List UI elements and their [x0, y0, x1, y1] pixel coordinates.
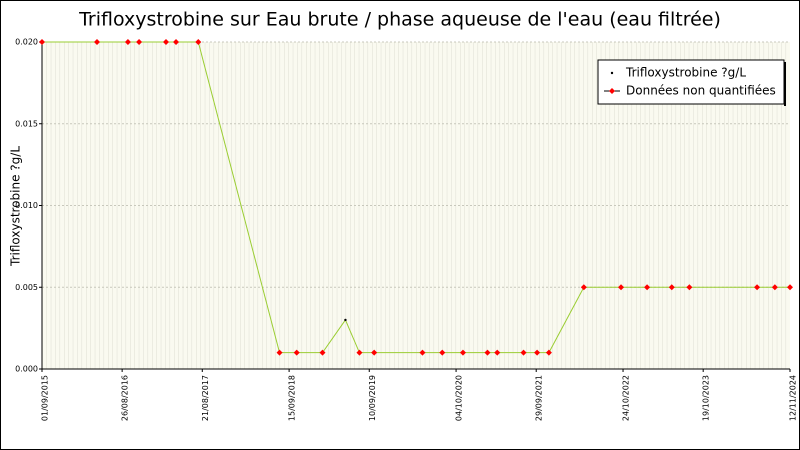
legend-symbol — [609, 88, 615, 94]
x-tick-label: 15/09/2018 — [288, 375, 297, 421]
x-tick-label: 29/09/2021 — [535, 375, 544, 421]
non-quantified-point — [484, 349, 491, 356]
x-tick-label: 04/10/2020 — [455, 375, 464, 421]
non-quantified-point — [520, 349, 527, 356]
x-tick-label: 26/08/2016 — [121, 375, 130, 421]
non-quantified-point — [39, 39, 45, 45]
y-tick-label: 0.020 — [15, 38, 38, 47]
legend-label: Données non quantifiées — [626, 84, 776, 98]
non-quantified-point — [124, 39, 131, 45]
x-tick-label: 19/10/2023 — [702, 375, 711, 421]
non-quantified-point — [668, 284, 675, 291]
non-quantified-point — [195, 39, 202, 45]
y-tick-label: 0.000 — [15, 365, 38, 374]
legend-shadow — [784, 62, 786, 106]
non-quantified-point — [787, 284, 793, 291]
legend-symbol — [610, 71, 614, 75]
non-quantified-point — [534, 349, 541, 356]
y-axis-label: Trifloxystrobine ?g/L — [9, 146, 23, 267]
non-quantified-point — [459, 349, 466, 356]
y-tick-label: 0.010 — [15, 201, 38, 210]
non-quantified-point — [439, 349, 446, 356]
non-quantified-point — [419, 349, 426, 356]
y-tick-label: 0.015 — [15, 119, 38, 128]
data-point — [344, 318, 347, 322]
non-quantified-point — [686, 284, 693, 291]
x-tick-label: 01/09/2015 — [41, 375, 50, 421]
non-quantified-point — [494, 349, 501, 356]
chart-title: Trifloxystrobine sur Eau brute / phase a… — [78, 9, 721, 31]
non-quantified-point — [162, 39, 169, 45]
non-quantified-point — [644, 284, 651, 291]
legend-label: Trifloxystrobine ?g/L — [625, 66, 746, 80]
non-quantified-point — [371, 349, 378, 356]
non-quantified-point — [356, 349, 363, 356]
non-quantified-point — [136, 39, 143, 45]
x-tick-label: 24/10/2022 — [622, 375, 631, 421]
y-tick-label: 0.005 — [15, 283, 38, 292]
non-quantified-point — [545, 349, 552, 356]
non-quantified-point — [293, 349, 300, 356]
non-quantified-point — [771, 284, 778, 291]
x-tick-label: 21/08/2017 — [201, 375, 210, 421]
legend-box — [597, 59, 785, 105]
non-quantified-point — [754, 284, 761, 291]
non-quantified-point — [319, 349, 326, 356]
x-tick-label: 12/11/2024 — [789, 375, 798, 421]
x-tick-label: 10/09/2019 — [368, 375, 377, 421]
non-quantified-point — [93, 39, 100, 45]
non-quantified-point — [580, 284, 587, 291]
non-quantified-point — [173, 39, 180, 45]
non-quantified-point — [276, 349, 283, 356]
non-quantified-point — [618, 284, 625, 291]
